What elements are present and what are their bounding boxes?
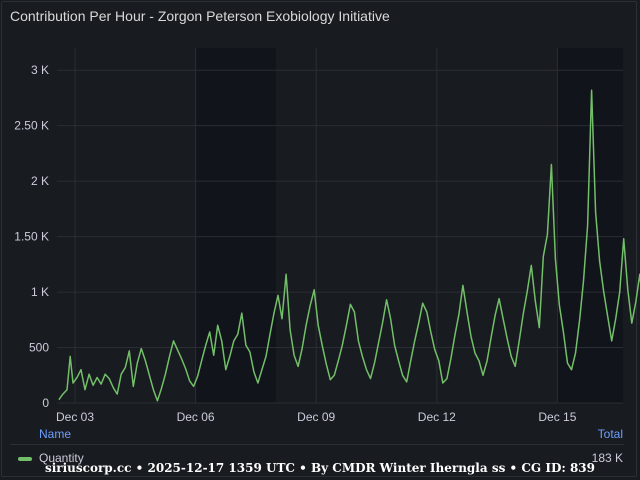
legend-header-name[interactable]: Name xyxy=(39,427,72,441)
legend-swatch xyxy=(18,457,32,461)
panel-title: Contribution Per Hour - Zorgon Peterson … xyxy=(10,8,390,24)
y-tick-label: 1 K xyxy=(31,285,49,299)
y-tick-label: 2.50 K xyxy=(14,119,49,133)
y-tick-label: 3 K xyxy=(31,63,49,77)
watermark-text: siriuscorp.cc • 2025-12-17 1359 UTC • By… xyxy=(44,461,596,475)
shaded-band-1 xyxy=(557,48,623,403)
legend-series-name[interactable]: Quantity xyxy=(39,451,84,465)
series-layer xyxy=(58,89,640,402)
shaded-band-0 xyxy=(195,48,276,403)
x-tick-label: Dec 15 xyxy=(538,410,576,424)
y-tick-label: 1.50 K xyxy=(14,230,49,244)
legend-series-total: 183 K xyxy=(591,451,623,465)
x-tick-label: Dec 12 xyxy=(418,410,456,424)
y-tick-label: 0 xyxy=(42,396,49,410)
y-axis-ticks: 0 500 1 K 1.50 K 2 K 2.50 K 3 K xyxy=(14,63,49,410)
shaded-bands xyxy=(195,48,623,403)
grid-lines xyxy=(57,48,623,404)
legend-divider xyxy=(10,444,624,445)
x-axis-ticks: Dec 03 Dec 06 Dec 09 Dec 12 Dec 15 xyxy=(56,410,577,424)
y-tick-label: 500 xyxy=(29,341,49,355)
y-tick-label: 2 K xyxy=(31,174,49,188)
legend-header-total[interactable]: Total xyxy=(597,427,623,441)
x-tick-label: Dec 06 xyxy=(177,410,215,424)
series-line-quantity xyxy=(58,89,640,402)
x-tick-label: Dec 03 xyxy=(56,410,94,424)
x-tick-label: Dec 09 xyxy=(297,410,335,424)
